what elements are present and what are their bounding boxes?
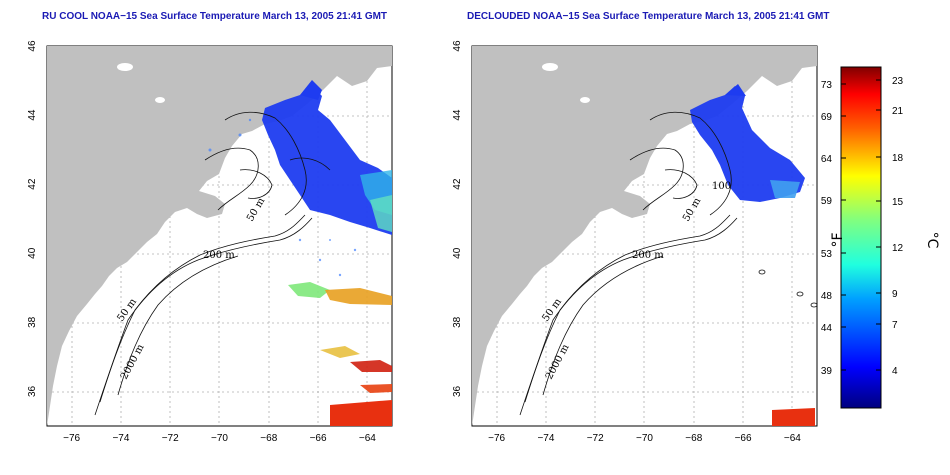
right-y-axis: 46 44 42 40 38 36 xyxy=(452,40,463,397)
colorbar-celsius-tick: 21 xyxy=(892,106,904,117)
left-bathymetry-contours xyxy=(94,111,331,416)
y-tick-label: 44 xyxy=(452,109,463,121)
colorbar-celsius-tick: 7 xyxy=(892,320,898,331)
right-bathymetry-contours xyxy=(519,111,817,416)
x-tick-label: −74 xyxy=(112,433,129,444)
left-map-panel: 50 m 200 m 50 m 2000 m xyxy=(46,45,393,427)
colorbar-fahrenheit-tick: 64 xyxy=(821,154,833,165)
x-tick-label: −68 xyxy=(260,433,277,444)
right-map-title: DECLOUDED NOAA−15 Sea Surface Temperatur… xyxy=(467,11,830,22)
colorbar-fahrenheit-tick: 59 xyxy=(821,196,833,207)
y-tick-label: 46 xyxy=(27,40,38,52)
x-tick-label: −70 xyxy=(211,433,228,444)
x-tick-label: −66 xyxy=(310,433,327,444)
colorbar-fahrenheit-tick: 39 xyxy=(821,366,833,377)
y-tick-label: 36 xyxy=(452,385,463,397)
colorbar-celsius-tick: 9 xyxy=(892,289,898,300)
y-tick-label: 42 xyxy=(452,178,463,190)
colorbar-celsius-tick: 15 xyxy=(892,197,904,208)
colorbar-fahrenheit-tick: 53 xyxy=(821,249,833,260)
left-contour-label: 200 m xyxy=(203,250,235,261)
colorbar-fahrenheit-tick: 44 xyxy=(821,323,833,334)
y-tick-label: 42 xyxy=(27,178,38,190)
y-tick-label: 46 xyxy=(452,40,463,52)
y-tick-label: 38 xyxy=(452,316,463,328)
y-tick-label: 40 xyxy=(452,247,463,259)
x-tick-label: −68 xyxy=(685,433,702,444)
colorbar-fahrenheit-tick: 73 xyxy=(821,80,833,91)
right-contour-label: 200 m xyxy=(632,250,664,261)
left-map-title: RU COOL NOAA−15 Sea Surface Temperature … xyxy=(42,11,388,22)
left-y-axis: 46 44 42 40 38 36 xyxy=(27,40,38,397)
right-map-panel: 100 50 m 200 m 50 m 2000 m xyxy=(471,45,818,427)
left-sst-cold-plume xyxy=(262,86,392,235)
x-tick-label: −76 xyxy=(63,433,80,444)
x-tick-label: −64 xyxy=(784,433,801,444)
x-tick-label: −66 xyxy=(735,433,752,444)
x-tick-label: −72 xyxy=(587,433,604,444)
y-tick-label: 44 xyxy=(27,109,38,121)
x-tick-label: −72 xyxy=(162,433,179,444)
colorbar-gradient xyxy=(840,66,882,409)
colorbar: 73 69 64 59 53 48 44 39 23 21 18 15 12 9 7 4 °F °C xyxy=(821,66,940,409)
colorbar-fahrenheit-tick: 48 xyxy=(821,291,833,302)
right-contour-label: 100 xyxy=(712,181,731,192)
colorbar-celsius-tick: 4 xyxy=(892,366,898,377)
y-tick-label: 40 xyxy=(27,247,38,259)
colorbar-fahrenheit-label: °F xyxy=(830,232,846,247)
colorbar-fahrenheit-tick: 69 xyxy=(821,112,833,123)
left-x-axis: −76 −74 −72 −70 −68 −66 −64 xyxy=(63,433,376,444)
x-tick-label: −64 xyxy=(359,433,376,444)
right-sst-cold-plume xyxy=(690,86,805,202)
x-tick-label: −76 xyxy=(488,433,505,444)
x-tick-label: −74 xyxy=(537,433,554,444)
colorbar-celsius-tick: 12 xyxy=(892,243,904,254)
colorbar-celsius-tick: 18 xyxy=(892,153,904,164)
colorbar-celsius-label: °C xyxy=(924,232,940,249)
right-x-axis: −76 −74 −72 −70 −68 −66 −64 xyxy=(488,433,801,444)
x-tick-label: −70 xyxy=(636,433,653,444)
y-tick-label: 38 xyxy=(27,316,38,328)
colorbar-celsius-tick: 23 xyxy=(892,76,904,87)
y-tick-label: 36 xyxy=(27,385,38,397)
